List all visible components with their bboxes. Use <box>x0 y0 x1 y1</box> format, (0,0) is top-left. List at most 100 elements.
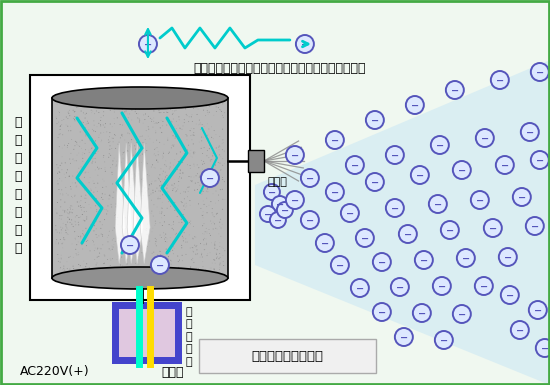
Circle shape <box>441 221 459 239</box>
Point <box>109 116 118 122</box>
Point <box>113 203 122 209</box>
Point <box>210 266 218 272</box>
Point <box>122 164 130 171</box>
Point <box>97 270 106 276</box>
Point <box>135 116 144 122</box>
Point <box>112 271 121 278</box>
Point <box>139 145 148 151</box>
Point <box>162 122 171 128</box>
Point <box>164 151 173 157</box>
Point <box>112 204 120 210</box>
Point <box>187 272 196 278</box>
Point <box>86 248 95 254</box>
Point <box>62 227 70 233</box>
Point <box>148 225 157 231</box>
Point <box>112 224 120 230</box>
Point <box>73 270 82 276</box>
Point <box>144 214 152 220</box>
Point <box>208 182 217 188</box>
Point <box>194 122 203 128</box>
Point <box>169 219 178 225</box>
Point <box>190 132 199 139</box>
Point <box>70 143 79 149</box>
Point <box>144 126 153 132</box>
Point <box>72 222 80 228</box>
Point <box>192 243 201 249</box>
Point <box>132 139 141 146</box>
Point <box>168 142 177 149</box>
Point <box>175 99 184 105</box>
Point <box>114 253 123 259</box>
Point <box>213 210 222 216</box>
Point <box>64 192 73 198</box>
Point <box>169 133 178 139</box>
Point <box>58 245 67 251</box>
Point <box>84 120 92 126</box>
Point <box>103 208 112 214</box>
Point <box>193 171 202 177</box>
Point <box>105 192 114 198</box>
Point <box>160 162 169 168</box>
Point <box>153 120 162 126</box>
Point <box>138 133 147 139</box>
Point <box>81 147 90 153</box>
Point <box>134 261 143 267</box>
Point <box>65 107 74 114</box>
Point <box>202 240 211 246</box>
Point <box>78 242 86 248</box>
Point <box>178 126 186 132</box>
Point <box>82 98 91 104</box>
Point <box>95 250 104 256</box>
Point <box>117 197 125 203</box>
Circle shape <box>296 35 314 53</box>
Point <box>215 251 224 257</box>
Point <box>92 105 101 111</box>
Point <box>173 214 182 220</box>
Point <box>92 226 101 232</box>
Point <box>110 109 119 115</box>
Point <box>146 105 155 111</box>
Point <box>119 226 128 232</box>
Point <box>93 188 102 194</box>
Point <box>210 127 218 134</box>
Point <box>184 188 192 194</box>
Point <box>111 132 120 139</box>
Point <box>129 229 138 235</box>
Point <box>129 182 138 188</box>
Point <box>125 142 134 149</box>
Point <box>212 131 221 137</box>
Point <box>134 179 143 185</box>
Point <box>157 166 166 172</box>
Point <box>100 252 108 258</box>
Point <box>58 154 67 160</box>
Point <box>54 165 63 171</box>
Point <box>139 175 147 181</box>
Point <box>57 178 66 184</box>
Point <box>156 125 165 131</box>
Point <box>196 121 205 127</box>
Point <box>70 229 79 235</box>
Text: −: − <box>411 100 419 110</box>
Point <box>123 256 131 263</box>
Point <box>121 214 130 221</box>
Point <box>142 231 151 238</box>
Point <box>111 211 120 218</box>
Point <box>85 272 94 278</box>
Point <box>60 171 69 177</box>
Point <box>164 199 173 205</box>
Point <box>67 209 75 215</box>
Point <box>91 138 100 144</box>
Point <box>120 172 129 179</box>
Point <box>152 120 161 126</box>
Point <box>218 221 227 228</box>
Text: −: − <box>462 253 470 263</box>
Point <box>209 219 218 225</box>
Point <box>59 234 68 241</box>
Point <box>169 267 178 273</box>
Point <box>179 189 188 195</box>
Point <box>195 182 204 188</box>
Point <box>58 167 67 173</box>
Point <box>142 242 151 248</box>
Point <box>219 258 228 264</box>
Point <box>116 108 125 114</box>
